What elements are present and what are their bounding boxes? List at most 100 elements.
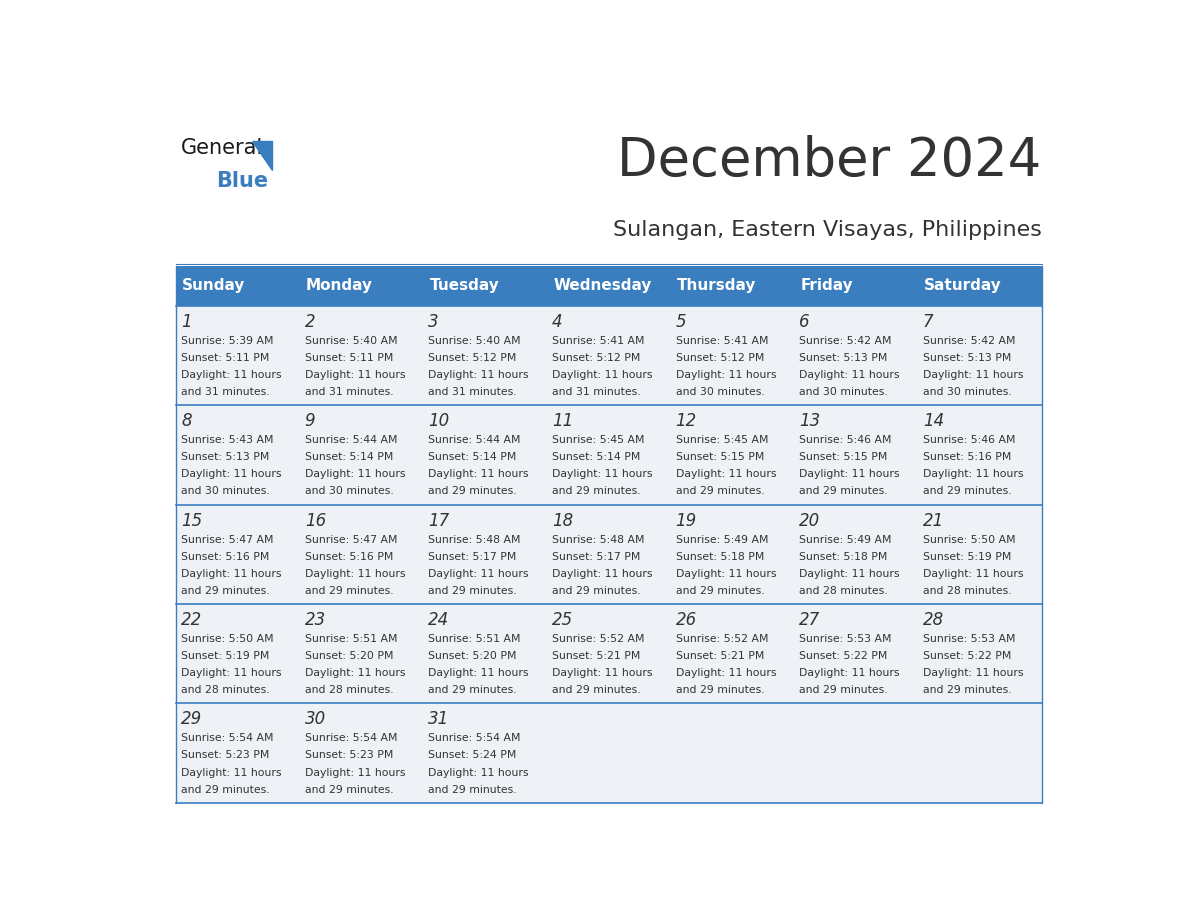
Text: Sunday: Sunday [182,278,246,294]
Text: 15: 15 [181,511,202,530]
Text: Sunset: 5:15 PM: Sunset: 5:15 PM [676,453,764,463]
Text: 31: 31 [429,711,449,729]
Text: Daylight: 11 hours: Daylight: 11 hours [181,569,282,578]
Text: and 28 minutes.: and 28 minutes. [304,685,393,695]
Text: Saturday: Saturday [924,278,1001,294]
Text: and 29 minutes.: and 29 minutes. [429,785,517,795]
Text: Sunset: 5:17 PM: Sunset: 5:17 PM [429,552,517,562]
Bar [423,505,546,604]
Text: 26: 26 [676,611,697,629]
Text: Sunset: 5:15 PM: Sunset: 5:15 PM [800,453,887,463]
Text: Daylight: 11 hours: Daylight: 11 hours [923,569,1023,578]
Text: Sunset: 5:21 PM: Sunset: 5:21 PM [552,651,640,661]
Bar [671,703,795,803]
Text: Daylight: 11 hours: Daylight: 11 hours [552,668,652,678]
Text: Sunset: 5:12 PM: Sunset: 5:12 PM [676,353,764,363]
Text: Daylight: 11 hours: Daylight: 11 hours [923,370,1023,380]
Bar [299,265,423,306]
Text: Sunset: 5:21 PM: Sunset: 5:21 PM [676,651,764,661]
Bar [546,406,671,505]
Text: 23: 23 [304,611,326,629]
Bar [671,505,795,604]
Bar [299,703,423,803]
Text: 2: 2 [304,313,315,330]
Text: Sunrise: 5:51 AM: Sunrise: 5:51 AM [429,634,520,644]
Bar [918,604,1042,703]
Text: Sunrise: 5:47 AM: Sunrise: 5:47 AM [181,534,273,544]
Bar [176,604,299,703]
Text: 9: 9 [304,412,315,431]
Text: Sunset: 5:19 PM: Sunset: 5:19 PM [181,651,270,661]
Text: Sunrise: 5:42 AM: Sunrise: 5:42 AM [800,336,892,346]
Bar [918,265,1042,306]
Text: Sunset: 5:17 PM: Sunset: 5:17 PM [552,552,640,562]
Text: and 30 minutes.: and 30 minutes. [800,387,887,397]
Text: and 29 minutes.: and 29 minutes. [304,785,393,795]
Text: Sunrise: 5:48 AM: Sunrise: 5:48 AM [552,534,644,544]
Text: and 29 minutes.: and 29 minutes. [676,487,764,497]
Text: Daylight: 11 hours: Daylight: 11 hours [429,370,529,380]
Text: Sulangan, Eastern Visayas, Philippines: Sulangan, Eastern Visayas, Philippines [613,219,1042,240]
Bar [795,604,918,703]
Text: 18: 18 [552,511,574,530]
Text: Daylight: 11 hours: Daylight: 11 hours [800,668,899,678]
Bar [423,306,546,406]
Text: Sunset: 5:22 PM: Sunset: 5:22 PM [923,651,1011,661]
Text: 22: 22 [181,611,202,629]
Text: Daylight: 11 hours: Daylight: 11 hours [429,767,529,778]
Text: and 29 minutes.: and 29 minutes. [552,586,640,596]
Bar [795,505,918,604]
Text: and 29 minutes.: and 29 minutes. [181,586,270,596]
Text: and 28 minutes.: and 28 minutes. [181,685,270,695]
Text: Sunrise: 5:46 AM: Sunrise: 5:46 AM [800,435,892,445]
Bar [176,406,299,505]
Text: 8: 8 [181,412,191,431]
Text: Daylight: 11 hours: Daylight: 11 hours [181,767,282,778]
Text: Thursday: Thursday [677,278,757,294]
Text: Daylight: 11 hours: Daylight: 11 hours [552,370,652,380]
Text: Sunset: 5:23 PM: Sunset: 5:23 PM [181,750,270,760]
Text: Sunset: 5:11 PM: Sunset: 5:11 PM [304,353,393,363]
Text: Sunset: 5:18 PM: Sunset: 5:18 PM [800,552,887,562]
Text: and 29 minutes.: and 29 minutes. [181,785,270,795]
Text: Sunrise: 5:54 AM: Sunrise: 5:54 AM [181,733,273,744]
Text: Wednesday: Wednesday [554,278,651,294]
Text: Daylight: 11 hours: Daylight: 11 hours [676,569,776,578]
Bar [423,703,546,803]
Text: Sunrise: 5:46 AM: Sunrise: 5:46 AM [923,435,1016,445]
Bar [423,265,546,306]
Text: Sunset: 5:11 PM: Sunset: 5:11 PM [181,353,270,363]
Text: Daylight: 11 hours: Daylight: 11 hours [304,569,405,578]
Bar [299,505,423,604]
Bar [918,406,1042,505]
Text: Sunrise: 5:52 AM: Sunrise: 5:52 AM [552,634,644,644]
Bar [671,604,795,703]
Text: 29: 29 [181,711,202,729]
Text: Sunrise: 5:54 AM: Sunrise: 5:54 AM [304,733,397,744]
Text: and 31 minutes.: and 31 minutes. [181,387,270,397]
Text: and 29 minutes.: and 29 minutes. [676,586,764,596]
Text: and 28 minutes.: and 28 minutes. [923,586,1011,596]
Text: Daylight: 11 hours: Daylight: 11 hours [181,370,282,380]
Text: Sunrise: 5:50 AM: Sunrise: 5:50 AM [923,534,1016,544]
Text: 14: 14 [923,412,944,431]
Text: 20: 20 [800,511,821,530]
Text: Sunrise: 5:42 AM: Sunrise: 5:42 AM [923,336,1016,346]
Text: Sunrise: 5:53 AM: Sunrise: 5:53 AM [800,634,892,644]
Bar [918,505,1042,604]
Text: 17: 17 [429,511,449,530]
Bar [299,406,423,505]
Text: General: General [181,139,263,159]
Text: Daylight: 11 hours: Daylight: 11 hours [429,469,529,479]
Text: Sunrise: 5:53 AM: Sunrise: 5:53 AM [923,634,1016,644]
Bar [176,505,299,604]
Text: Sunrise: 5:41 AM: Sunrise: 5:41 AM [676,336,769,346]
Text: and 31 minutes.: and 31 minutes. [304,387,393,397]
Text: and 30 minutes.: and 30 minutes. [181,487,270,497]
Text: Sunset: 5:14 PM: Sunset: 5:14 PM [552,453,640,463]
Bar [546,306,671,406]
Text: Daylight: 11 hours: Daylight: 11 hours [181,668,282,678]
Text: 25: 25 [552,611,574,629]
Text: and 29 minutes.: and 29 minutes. [923,685,1011,695]
Bar [671,306,795,406]
